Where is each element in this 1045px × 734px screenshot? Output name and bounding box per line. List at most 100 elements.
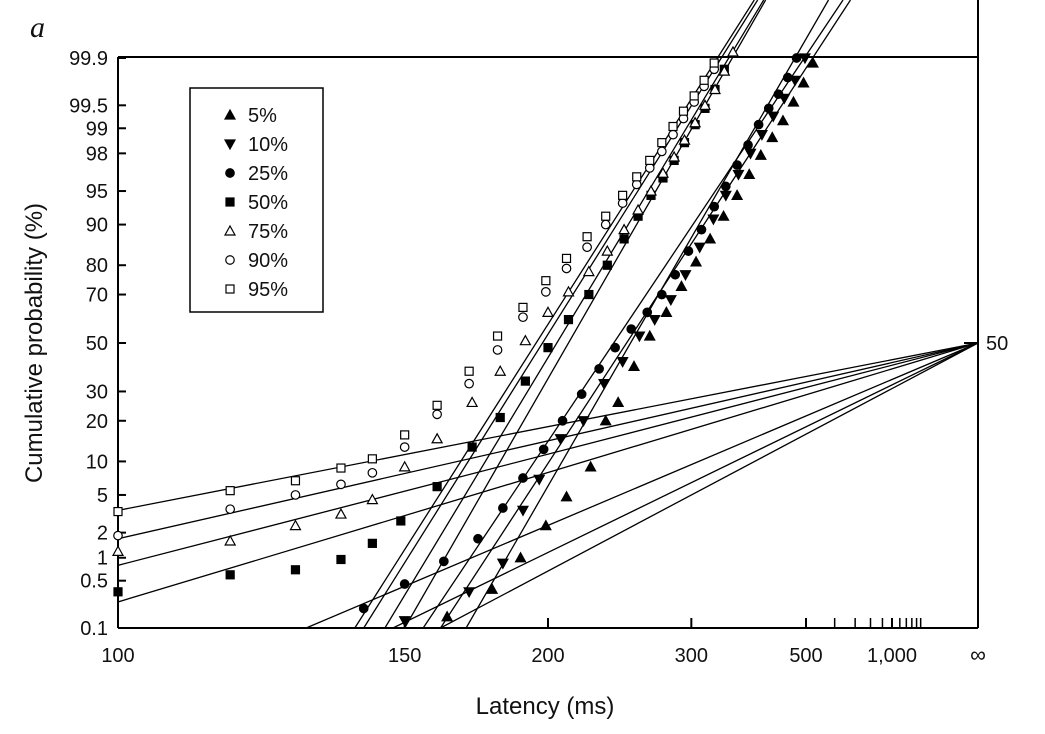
data-point <box>518 302 528 312</box>
legend-marker <box>225 284 235 294</box>
data-point <box>584 289 594 300</box>
data-point <box>668 121 678 132</box>
data-point <box>656 166 670 178</box>
data-point <box>554 434 567 446</box>
y-tick-label: 30 <box>86 381 108 403</box>
y-tick-label: 5 <box>97 485 108 507</box>
data-point <box>755 130 768 141</box>
data-point <box>618 190 628 200</box>
data-point <box>776 114 790 126</box>
data-point <box>494 364 507 376</box>
data-point <box>632 203 645 215</box>
data-point <box>656 289 667 300</box>
y-tick-label: 90 <box>86 215 108 237</box>
data-point <box>626 324 637 334</box>
data-point <box>664 295 677 307</box>
data-point <box>732 160 742 170</box>
data-point <box>689 91 699 101</box>
series-10pct <box>398 53 811 627</box>
x-tick-label: 1,000 <box>867 645 917 667</box>
legend-box <box>189 87 324 313</box>
data-point <box>543 343 553 353</box>
data-point <box>399 442 410 452</box>
data-point <box>709 201 720 212</box>
data-point <box>718 64 731 76</box>
data-point <box>539 519 552 531</box>
data-point <box>617 198 628 208</box>
legend-marker <box>225 197 235 207</box>
legend-marker <box>223 224 237 236</box>
data-point <box>644 184 658 196</box>
data-point <box>782 72 793 83</box>
data-point <box>648 314 661 326</box>
data-point <box>766 131 779 143</box>
data-point <box>698 99 712 110</box>
data-point <box>367 467 378 478</box>
data-point <box>336 479 346 490</box>
data-point <box>464 366 474 376</box>
data-point <box>600 219 611 230</box>
data-point <box>743 168 756 180</box>
data-point <box>563 314 574 325</box>
x-axis-label: Latency (ms) <box>476 693 615 720</box>
data-point <box>719 190 732 202</box>
data-point <box>336 463 346 473</box>
data-point <box>557 415 568 426</box>
data-point <box>113 530 123 541</box>
legend-marker <box>225 168 235 178</box>
y-tick-label: 99 <box>86 118 108 140</box>
data-point <box>334 507 347 519</box>
data-point <box>473 533 483 544</box>
y-tick-label: 0.5 <box>80 571 108 593</box>
legend-marker <box>225 255 235 265</box>
right-50-label: 50 <box>986 333 1008 355</box>
data-point <box>396 516 406 526</box>
legend-label: 25% <box>248 163 288 185</box>
data-point <box>797 76 810 88</box>
data-point <box>598 379 611 390</box>
data-point <box>290 565 301 575</box>
data-point <box>708 83 722 95</box>
data-points <box>111 45 819 627</box>
data-point <box>367 538 377 548</box>
data-point <box>432 482 442 492</box>
data-point <box>463 587 476 599</box>
data-point <box>773 89 784 100</box>
early-line <box>118 342 978 603</box>
data-point <box>358 603 369 614</box>
data-point <box>763 103 774 114</box>
data-point <box>791 53 802 63</box>
data-point <box>538 444 549 455</box>
data-point <box>619 234 629 244</box>
data-point <box>431 432 444 444</box>
legend-label: 5% <box>248 105 277 127</box>
data-point <box>561 263 572 274</box>
early-line <box>392 342 978 628</box>
early-line <box>118 342 978 540</box>
data-point <box>486 583 499 594</box>
legend-marker <box>223 108 237 120</box>
data-point <box>720 181 731 192</box>
data-point <box>514 551 527 563</box>
data-point <box>398 616 411 627</box>
early-line <box>118 342 978 511</box>
data-point <box>336 554 346 565</box>
data-point <box>707 214 720 226</box>
data-point <box>679 270 692 281</box>
data-point <box>798 53 811 65</box>
data-point <box>668 129 678 140</box>
data-point <box>518 473 528 483</box>
legend-label: 90% <box>248 250 288 272</box>
data-point <box>643 329 656 341</box>
data-point <box>717 209 730 221</box>
series-90pct <box>113 64 720 541</box>
data-point <box>576 389 587 399</box>
data-point <box>540 287 551 297</box>
data-point <box>584 460 597 472</box>
data-point <box>113 506 123 517</box>
data-point <box>290 476 301 486</box>
data-point <box>627 360 641 372</box>
data-point <box>618 223 631 235</box>
data-point <box>689 116 702 128</box>
